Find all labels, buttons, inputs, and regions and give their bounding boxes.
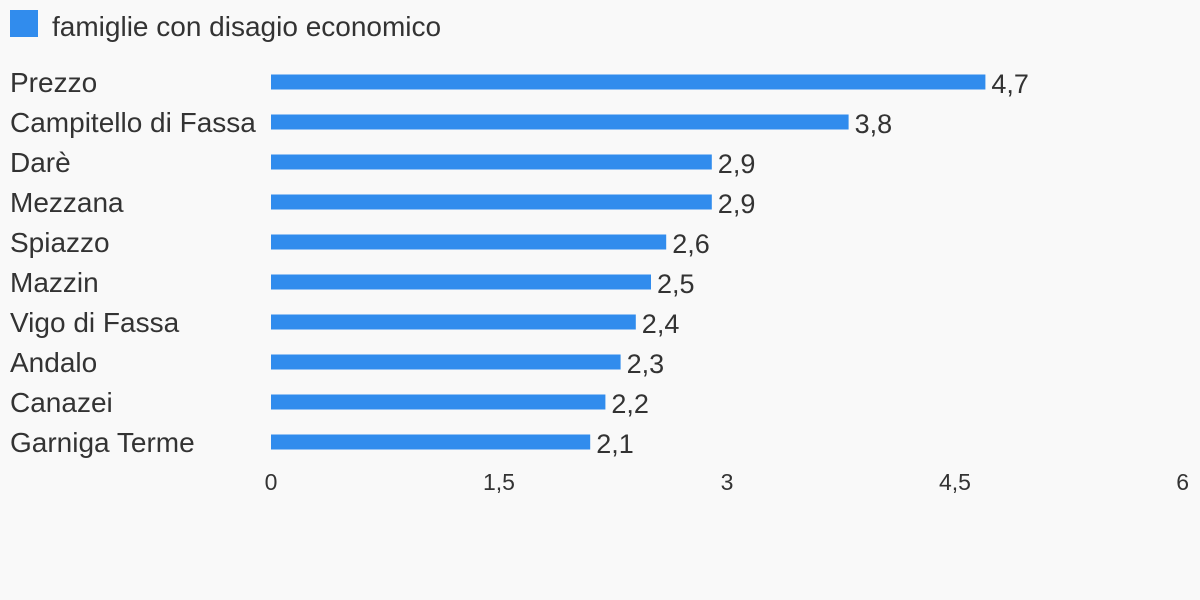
- value-label: 3,8: [855, 109, 893, 139]
- value-label: 2,5: [657, 269, 695, 299]
- x-tick-label: 0: [265, 469, 278, 495]
- category-label: Prezzo: [10, 67, 97, 98]
- category-label: Andalo: [10, 347, 97, 378]
- bar: [271, 194, 712, 210]
- category-label: Campitello di Fassa: [10, 107, 256, 138]
- legend-label: famiglie con disagio economico: [52, 11, 441, 42]
- bar: [271, 154, 712, 170]
- bar: [271, 274, 651, 290]
- category-label: Garniga Terme: [10, 427, 195, 458]
- bars: [271, 74, 986, 450]
- legend-swatch: [10, 10, 38, 37]
- x-tick-label: 6: [1176, 469, 1189, 495]
- category-label: Spiazzo: [10, 227, 110, 258]
- category-labels: Prezzo Campitello di Fassa Darè Mezzana Spia…: [10, 67, 256, 458]
- value-label: 2,9: [718, 189, 756, 219]
- category-label: Canazei: [10, 387, 113, 418]
- value-label: 2,2: [611, 389, 649, 419]
- bar: [271, 394, 606, 410]
- bar: [271, 234, 667, 250]
- value-label: 2,4: [642, 309, 680, 339]
- bar: [271, 74, 986, 90]
- value-label: 2,6: [672, 229, 710, 259]
- category-label: Vigo di Fassa: [10, 307, 180, 338]
- bar: [271, 434, 591, 450]
- value-labels: 4,7 3,8 2,9 2,9 2,6 2,5 2,4 2,3 2,2 2,1: [596, 69, 1029, 459]
- bar: [271, 314, 636, 330]
- bar: [271, 354, 621, 370]
- x-axis: 0 1,5 3 4,5 6: [265, 469, 1189, 495]
- value-label: 2,3: [627, 349, 665, 379]
- legend: famiglie con disagio economico: [10, 10, 441, 42]
- value-label: 4,7: [991, 69, 1029, 99]
- value-label: 2,1: [596, 429, 634, 459]
- x-tick-label: 1,5: [483, 469, 515, 495]
- x-tick-label: 3: [721, 469, 734, 495]
- category-label: Mezzana: [10, 187, 124, 218]
- value-label: 2,9: [718, 149, 756, 179]
- x-tick-label: 4,5: [939, 469, 971, 495]
- category-label: Mazzin: [10, 267, 99, 298]
- category-label: Darè: [10, 147, 71, 178]
- bar: [271, 114, 849, 130]
